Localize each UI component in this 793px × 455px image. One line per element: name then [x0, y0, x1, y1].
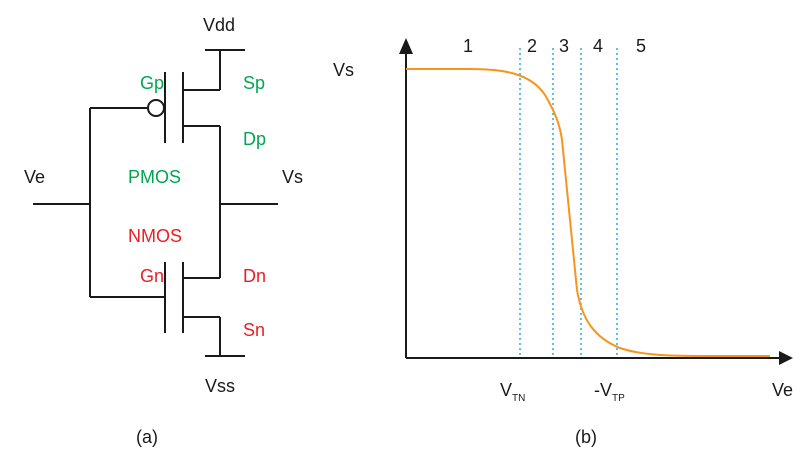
input-label: Ve [24, 167, 45, 187]
y-axis-label: Vs [333, 60, 354, 80]
pmos-gate-label: Gp [140, 73, 164, 93]
transfer-characteristic: Vs Ve 1 2 3 4 5 VTN -VTP (b) [333, 36, 793, 447]
pmos-drain-label: Dp [243, 129, 266, 149]
nmos-source-label: Sn [243, 320, 265, 340]
vtn-label: VTN [500, 380, 525, 404]
caption-b: (b) [575, 427, 597, 447]
region-label: 2 [527, 36, 537, 56]
pmos-transistor: Gp Sp Dp PMOS [90, 72, 266, 187]
vss-label: Vss [205, 376, 235, 396]
nmos-label: NMOS [128, 226, 182, 246]
region-label: 1 [463, 36, 473, 56]
x-axis-label: Ve [772, 380, 793, 400]
nmos-drain-label: Dn [243, 266, 266, 286]
inverter-circuit: Vdd Gp Sp Dp PMOS Vs Ve [24, 15, 303, 447]
vtp-label: -VTP [594, 380, 625, 404]
transfer-curve [406, 68, 770, 357]
caption-a: (a) [136, 427, 158, 447]
nmos-transistor: NMOS Gn Dn Sn [90, 226, 266, 340]
region-label: 4 [593, 36, 603, 56]
pmos-source-label: Sp [243, 73, 265, 93]
region-label: 3 [559, 36, 569, 56]
pmos-gate-bubble [147, 99, 165, 117]
y-axis-arrow-icon [399, 38, 413, 54]
output-label: Vs [282, 167, 303, 187]
nmos-gate-label: Gn [140, 266, 164, 286]
region-label: 5 [636, 36, 646, 56]
x-axis-arrow-icon [779, 351, 793, 365]
pmos-label: PMOS [128, 167, 181, 187]
vdd-label: Vdd [203, 15, 235, 35]
